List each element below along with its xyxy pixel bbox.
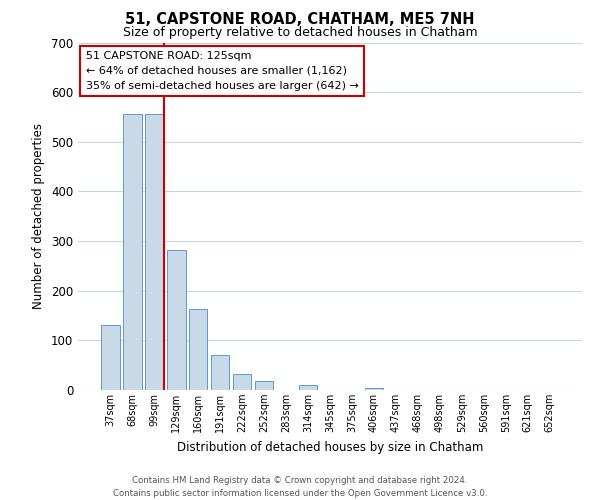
Y-axis label: Number of detached properties: Number of detached properties xyxy=(32,123,46,309)
Bar xyxy=(211,355,229,390)
Bar xyxy=(299,385,317,390)
Text: Contains HM Land Registry data © Crown copyright and database right 2024.
Contai: Contains HM Land Registry data © Crown c… xyxy=(113,476,487,498)
Bar xyxy=(365,388,383,390)
X-axis label: Distribution of detached houses by size in Chatham: Distribution of detached houses by size … xyxy=(177,440,483,454)
Text: 51, CAPSTONE ROAD, CHATHAM, ME5 7NH: 51, CAPSTONE ROAD, CHATHAM, ME5 7NH xyxy=(125,12,475,28)
Bar xyxy=(123,114,142,390)
Bar xyxy=(233,374,251,390)
Bar xyxy=(145,114,164,390)
Bar xyxy=(255,380,274,390)
Bar xyxy=(167,250,185,390)
Text: Size of property relative to detached houses in Chatham: Size of property relative to detached ho… xyxy=(122,26,478,39)
Bar xyxy=(189,309,208,390)
Bar xyxy=(101,326,119,390)
Text: 51 CAPSTONE ROAD: 125sqm
← 64% of detached houses are smaller (1,162)
35% of sem: 51 CAPSTONE ROAD: 125sqm ← 64% of detach… xyxy=(86,51,358,91)
